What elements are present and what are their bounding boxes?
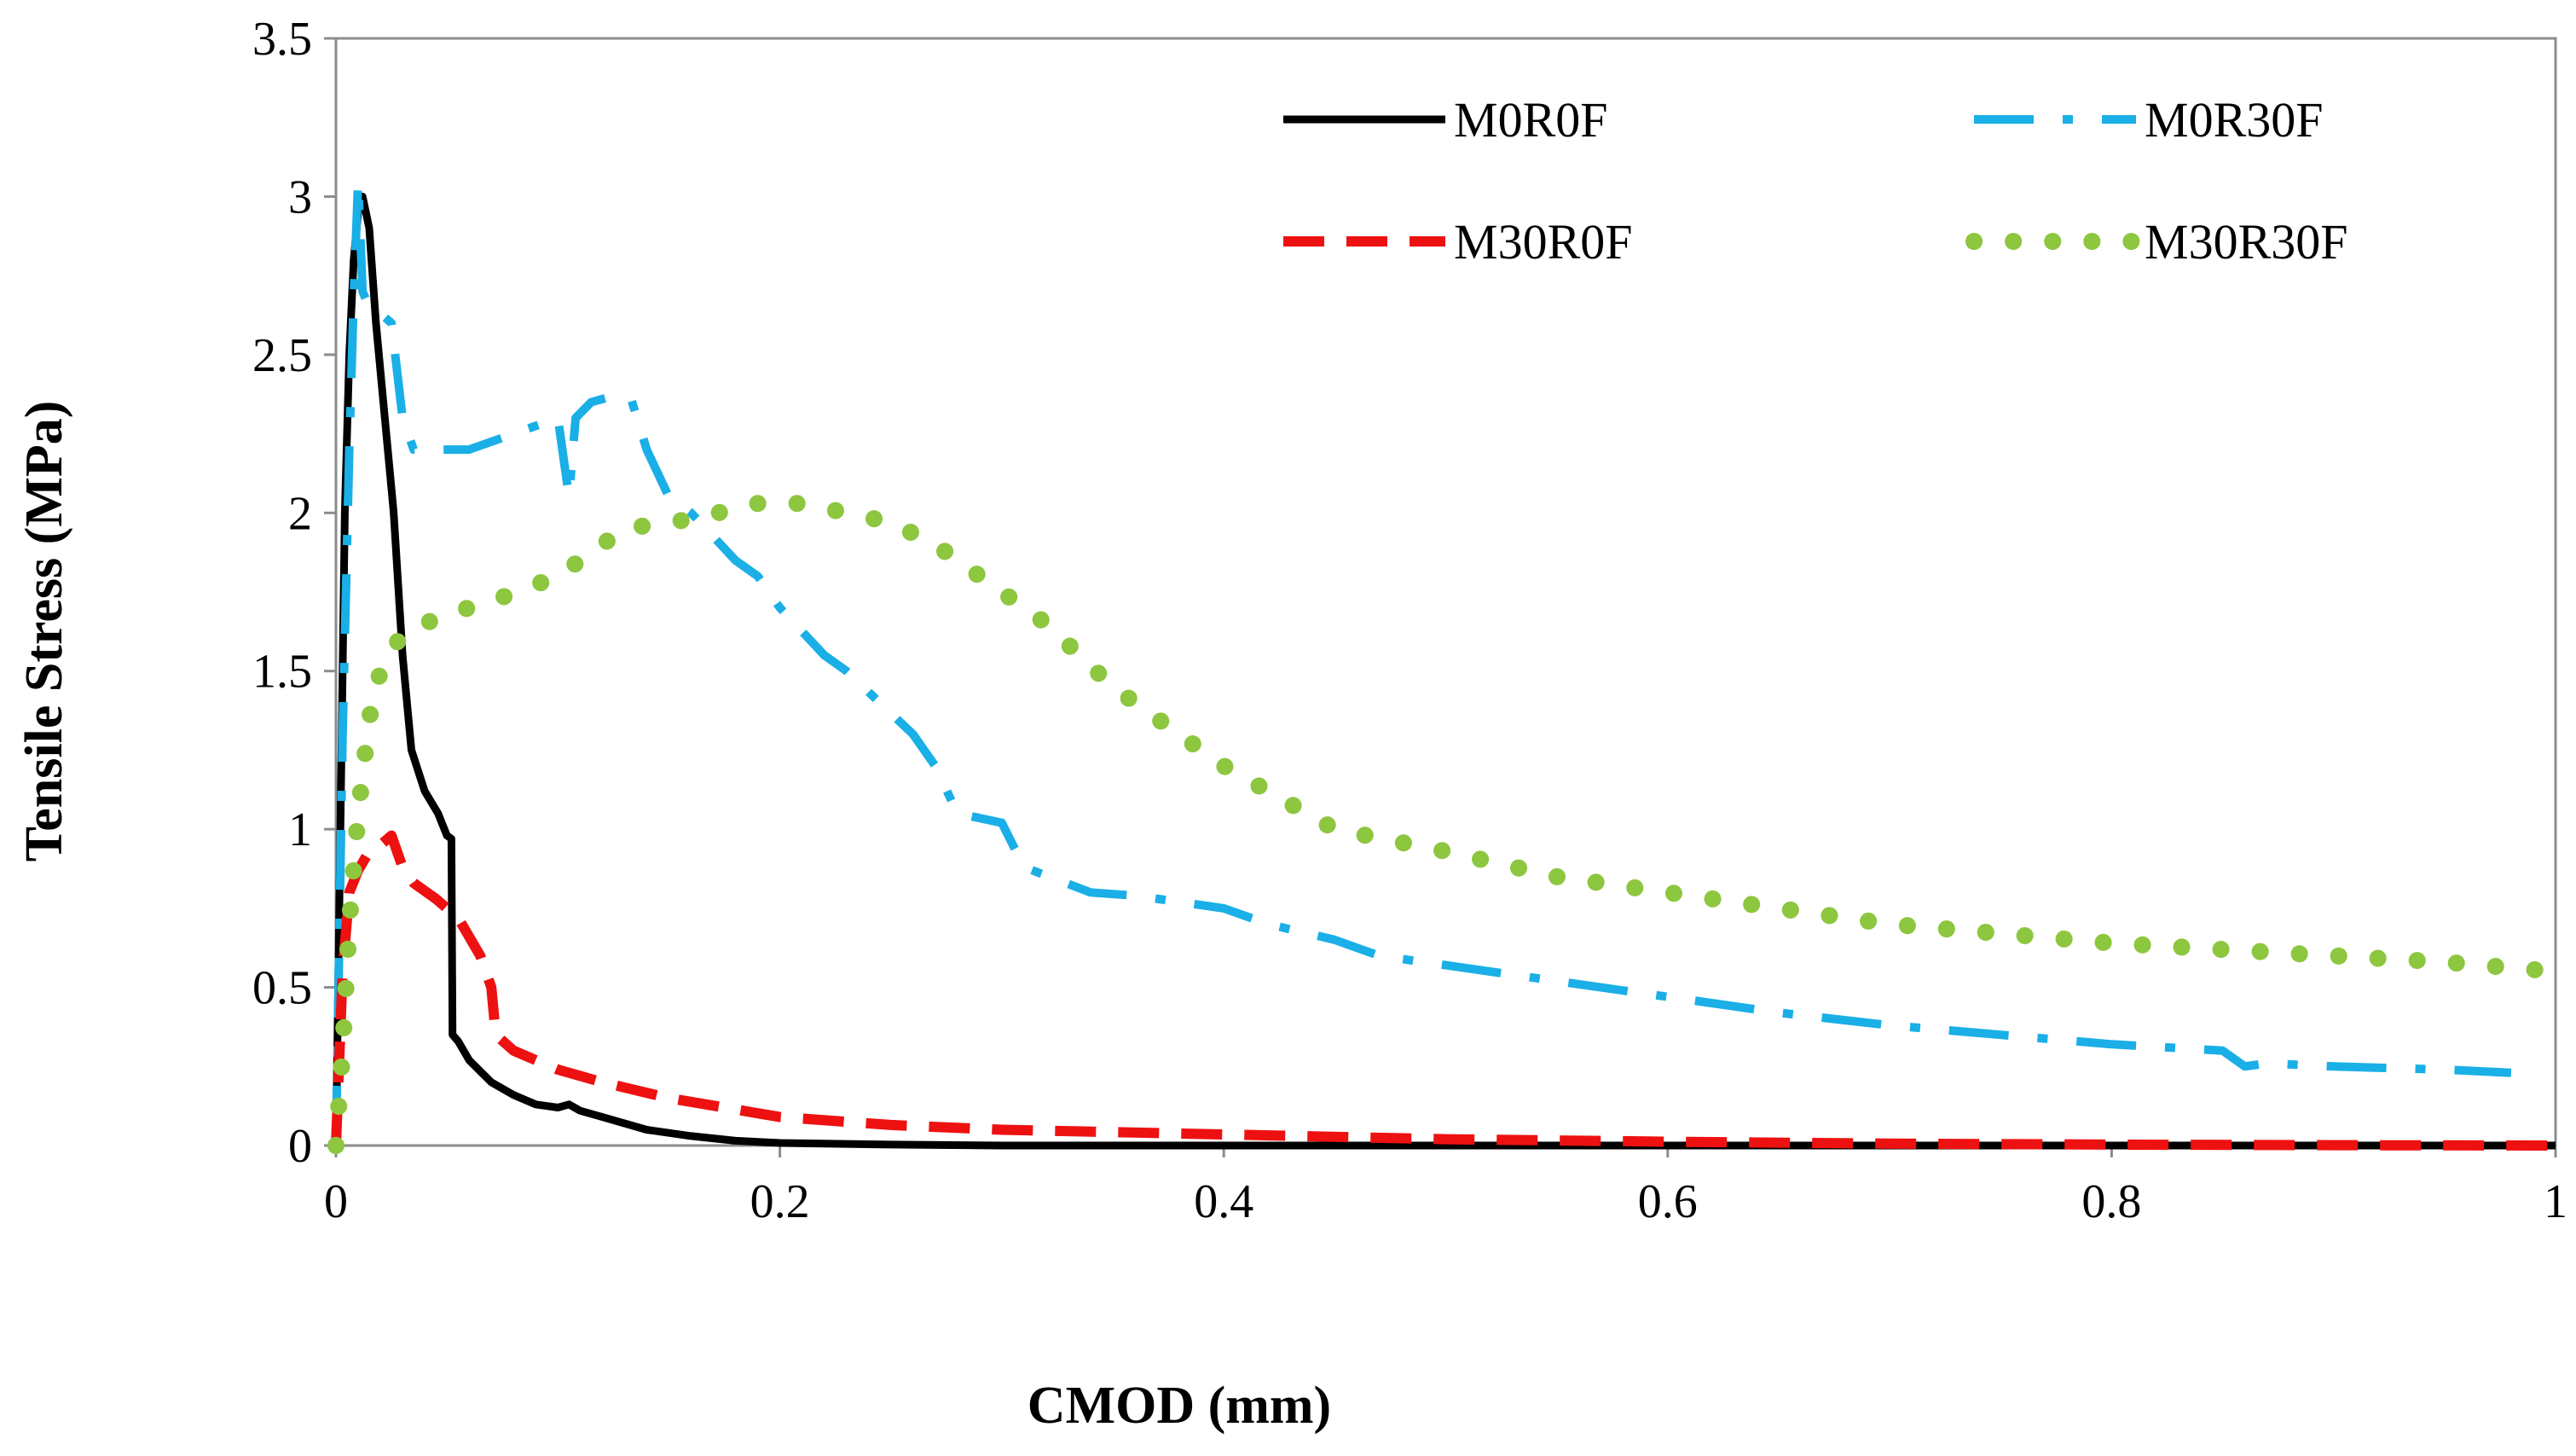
legend-label: M0R0F (1454, 92, 1608, 148)
x-tick-label: 0.4 (1194, 1175, 1253, 1228)
y-tick-label: 1.5 (252, 646, 312, 699)
x-tick-label: 0.8 (2081, 1175, 2141, 1228)
legend-item-m30r30f: M30R30F (1965, 214, 2348, 270)
series-line-m0r30f (332, 176, 2512, 1146)
y-tick-label: 2.5 (252, 329, 312, 382)
x-tick-label: 0.6 (1638, 1175, 1698, 1228)
legend-item-m0r0f: M0R0F (1283, 92, 1608, 148)
legend-label: M30R0F (1454, 214, 1633, 270)
y-tick-label: 0 (288, 1120, 312, 1173)
x-axis-title: CMOD (mm) (1028, 1377, 1331, 1435)
series-layer (327, 176, 2564, 1154)
legend: M0R0F M0R30F M30R0F M30R30F (1283, 92, 2348, 270)
y-tick-label: 1 (288, 803, 312, 856)
legend-label: M0R30F (2145, 92, 2324, 148)
y-tick-label: 3.5 (252, 13, 312, 66)
legend-item-m30r0f: M30R0F (1283, 214, 1633, 270)
y-tick-label: 0.5 (252, 962, 312, 1015)
x-tick-label: 0.2 (750, 1175, 810, 1228)
legend-item-m0r30f: M0R30F (1974, 92, 2324, 148)
series-line-m30r0f (331, 830, 2556, 1151)
x-tick-label: 1 (2544, 1175, 2567, 1228)
series-line-m0r0f (332, 192, 2556, 1150)
y-tick-label: 3 (288, 171, 312, 223)
y-tick-label: 2 (288, 487, 312, 540)
legend-label: M30R30F (2145, 214, 2348, 270)
y-axis-title: Tensile Stress (MPa) (15, 401, 73, 862)
x-tick-label: 0 (324, 1175, 348, 1228)
